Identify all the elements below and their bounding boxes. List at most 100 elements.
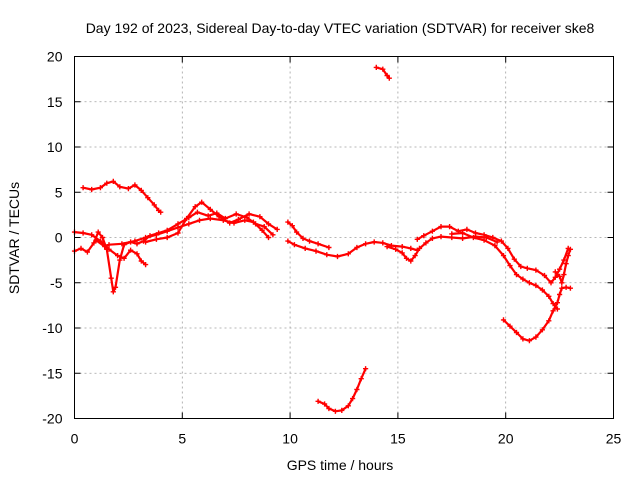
data-point bbox=[552, 274, 558, 280]
data-point bbox=[416, 245, 423, 251]
data-point bbox=[207, 206, 213, 212]
data-point bbox=[110, 178, 116, 184]
data-point bbox=[363, 366, 369, 372]
y-tick-label: -15 bbox=[42, 365, 62, 381]
data-point bbox=[464, 226, 470, 232]
data-point bbox=[507, 263, 513, 269]
data-point bbox=[408, 258, 414, 264]
x-tick-label: 20 bbox=[498, 431, 514, 447]
data-point bbox=[557, 273, 563, 279]
series-line bbox=[73, 231, 147, 266]
data-point bbox=[175, 230, 181, 236]
data-point bbox=[438, 234, 444, 240]
data-point bbox=[373, 64, 379, 70]
data-point bbox=[526, 338, 532, 344]
data-point bbox=[513, 272, 520, 278]
data-point bbox=[128, 247, 134, 253]
data-point bbox=[207, 215, 213, 222]
data-point bbox=[143, 234, 149, 241]
data-point bbox=[274, 226, 280, 232]
data-point bbox=[134, 251, 140, 257]
data-point bbox=[257, 214, 263, 220]
data-point bbox=[89, 232, 95, 238]
data-point bbox=[106, 242, 112, 248]
data-point bbox=[117, 184, 123, 190]
data-point bbox=[227, 220, 233, 226]
data-point bbox=[108, 275, 114, 281]
data-point bbox=[184, 215, 190, 222]
data-point bbox=[546, 293, 552, 299]
series-arc-14 bbox=[552, 246, 573, 286]
y-axis-title: SDTVAR / TECUs bbox=[6, 182, 22, 294]
data-point bbox=[326, 405, 332, 412]
series-arc-11 bbox=[414, 224, 571, 286]
chart-title: Day 192 of 2023, Sidereal Day-to-day VTE… bbox=[86, 20, 595, 36]
data-point bbox=[345, 403, 351, 409]
data-point bbox=[412, 253, 418, 259]
data-point bbox=[371, 239, 377, 245]
data-point bbox=[324, 252, 330, 258]
data-point bbox=[429, 235, 435, 241]
data-point bbox=[511, 256, 517, 262]
data-point bbox=[151, 202, 157, 208]
data-point bbox=[164, 228, 170, 234]
data-point bbox=[138, 187, 144, 193]
data-point bbox=[289, 223, 295, 229]
data-point bbox=[119, 241, 125, 247]
data-point bbox=[186, 221, 192, 227]
data-point bbox=[408, 245, 414, 251]
data-point bbox=[363, 241, 369, 247]
data-point bbox=[95, 229, 101, 235]
data-point bbox=[554, 300, 560, 306]
data-point bbox=[138, 258, 144, 264]
y-tick-label: 0 bbox=[55, 230, 63, 246]
grid bbox=[74, 56, 614, 419]
data-point bbox=[97, 185, 103, 191]
data-point bbox=[313, 248, 319, 254]
data-point bbox=[421, 233, 427, 239]
data-point bbox=[500, 317, 507, 323]
data-point bbox=[145, 195, 151, 201]
data-point bbox=[78, 245, 84, 251]
x-tick-label: 15 bbox=[390, 431, 406, 447]
data-point bbox=[233, 211, 239, 217]
data-point bbox=[354, 386, 360, 393]
y-tick-label: 5 bbox=[55, 184, 63, 200]
data-point bbox=[399, 244, 405, 250]
data-point bbox=[106, 246, 112, 252]
data-point bbox=[380, 66, 386, 72]
series-line bbox=[502, 286, 572, 342]
data-point bbox=[93, 237, 99, 243]
y-tick-label: -5 bbox=[50, 275, 63, 291]
data-point bbox=[334, 253, 341, 260]
data-point bbox=[117, 257, 123, 263]
data-point bbox=[265, 234, 272, 241]
data-point bbox=[332, 408, 338, 414]
series-arc-2 bbox=[71, 209, 276, 295]
data-point bbox=[399, 250, 405, 256]
data-point bbox=[526, 280, 532, 286]
series-line bbox=[73, 211, 274, 293]
data-point bbox=[539, 327, 545, 333]
data-point bbox=[110, 289, 116, 295]
x-tick-label: 5 bbox=[178, 431, 186, 447]
y-tick-label: 15 bbox=[47, 94, 63, 110]
data-point bbox=[481, 232, 487, 238]
data-point bbox=[104, 180, 110, 186]
data-point bbox=[561, 272, 567, 278]
data-point bbox=[322, 401, 328, 407]
data-point bbox=[513, 329, 520, 336]
data-point bbox=[559, 280, 565, 286]
series-arc-7 bbox=[285, 219, 332, 251]
data-point bbox=[132, 182, 138, 188]
data-point bbox=[552, 269, 558, 275]
data-point bbox=[302, 245, 308, 251]
data-point bbox=[199, 199, 205, 205]
data-point bbox=[285, 219, 291, 225]
data-point bbox=[518, 263, 524, 270]
data-point bbox=[524, 265, 530, 271]
data-point bbox=[567, 285, 573, 291]
data-point bbox=[470, 234, 476, 241]
data-point bbox=[557, 291, 563, 298]
